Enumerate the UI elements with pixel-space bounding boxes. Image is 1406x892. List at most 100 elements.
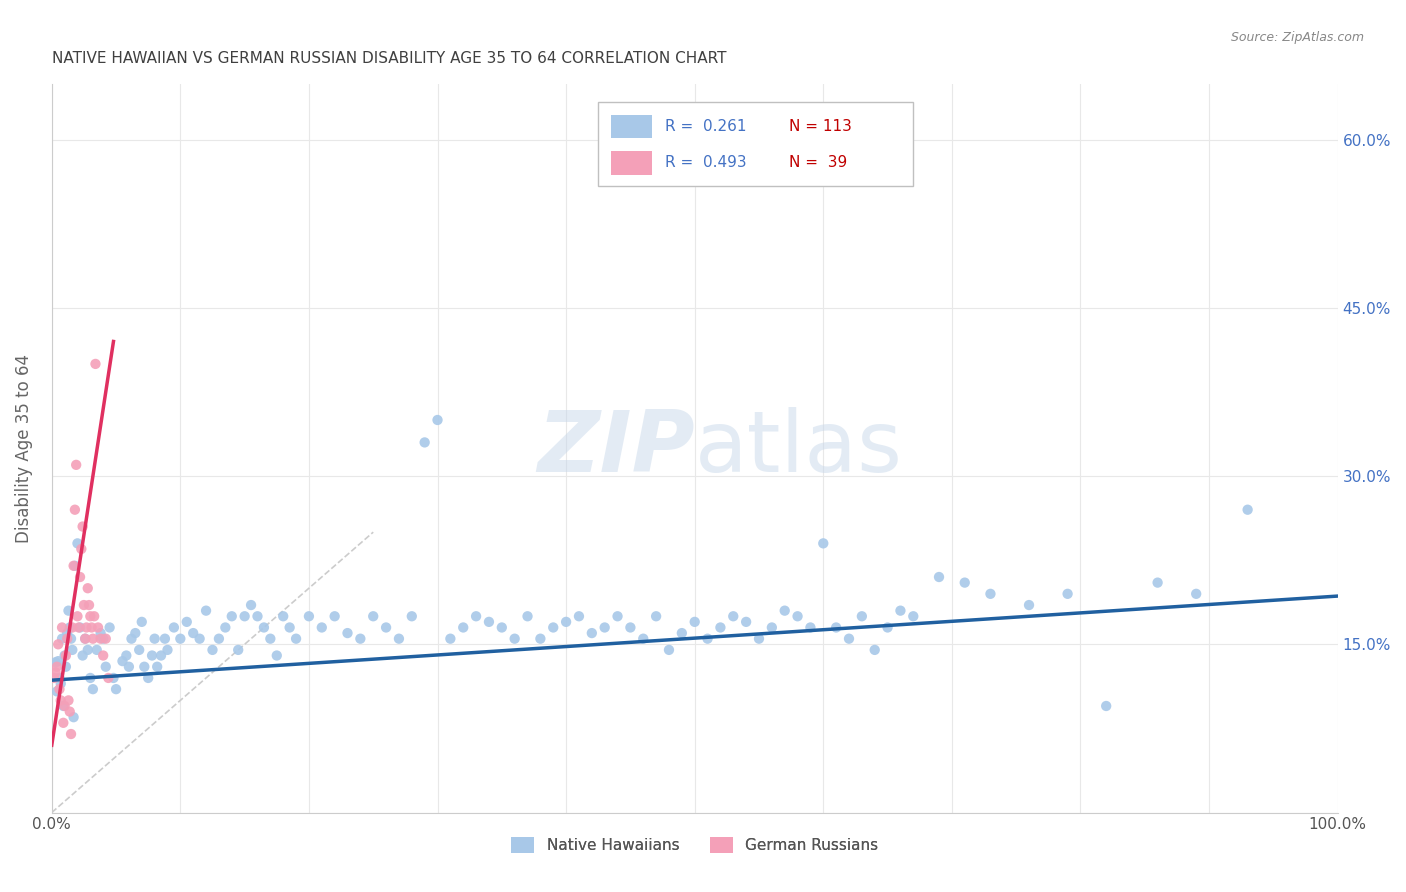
Point xyxy=(45,684,67,698)
Point xyxy=(62,710,84,724)
Text: N = 113: N = 113 xyxy=(789,119,852,134)
Point xyxy=(1056,587,1078,601)
Point xyxy=(45,659,67,673)
Point xyxy=(851,609,873,624)
Point xyxy=(529,632,551,646)
Point xyxy=(79,671,101,685)
Point xyxy=(52,698,75,713)
Point xyxy=(51,632,73,646)
Point xyxy=(45,655,67,669)
Point xyxy=(52,715,75,730)
Point xyxy=(181,626,204,640)
Point xyxy=(979,587,1001,601)
Point xyxy=(361,609,384,624)
Point xyxy=(723,609,745,624)
Point xyxy=(150,648,173,663)
Point xyxy=(141,648,163,663)
Point xyxy=(90,626,112,640)
Point xyxy=(426,413,449,427)
FancyBboxPatch shape xyxy=(598,102,914,186)
Point xyxy=(568,609,591,624)
Point xyxy=(65,458,87,472)
Point xyxy=(1095,698,1118,713)
FancyBboxPatch shape xyxy=(612,152,652,175)
Point xyxy=(83,609,105,624)
Point xyxy=(413,435,436,450)
Point xyxy=(115,648,138,663)
Point xyxy=(683,615,706,629)
Point xyxy=(169,632,191,646)
Point xyxy=(516,609,538,624)
Point xyxy=(66,536,89,550)
Point xyxy=(388,632,411,646)
Point xyxy=(94,659,117,673)
Point xyxy=(903,609,925,624)
Point xyxy=(69,570,91,584)
Point xyxy=(285,632,308,646)
Point xyxy=(105,682,128,697)
Point xyxy=(336,626,359,640)
Point xyxy=(156,643,179,657)
Point xyxy=(581,626,603,640)
Point xyxy=(208,632,231,646)
Point xyxy=(1146,575,1168,590)
Point xyxy=(928,570,950,584)
Point xyxy=(46,637,69,651)
Point xyxy=(323,609,346,624)
Point xyxy=(76,581,98,595)
Point xyxy=(271,609,294,624)
Point xyxy=(201,643,224,657)
Point xyxy=(401,609,423,624)
Point xyxy=(48,671,70,685)
Y-axis label: Disability Age 35 to 64: Disability Age 35 to 64 xyxy=(15,353,32,542)
Point xyxy=(176,615,198,629)
Point xyxy=(77,598,100,612)
Point xyxy=(94,632,117,646)
Point xyxy=(240,598,263,612)
Point xyxy=(75,632,97,646)
Point xyxy=(49,693,72,707)
Point xyxy=(889,604,911,618)
Text: Source: ZipAtlas.com: Source: ZipAtlas.com xyxy=(1230,31,1364,45)
Point xyxy=(76,620,98,634)
Point xyxy=(195,604,218,618)
Point xyxy=(253,620,276,634)
Point xyxy=(1236,502,1258,516)
Point xyxy=(633,632,655,646)
Point xyxy=(45,665,67,680)
Point xyxy=(214,620,236,634)
Point xyxy=(748,632,770,646)
Point xyxy=(1185,587,1208,601)
Point xyxy=(76,643,98,657)
Point xyxy=(645,609,668,624)
Point xyxy=(143,632,166,646)
Point xyxy=(82,682,104,697)
Point xyxy=(1018,598,1040,612)
Point xyxy=(58,693,80,707)
Point xyxy=(91,648,114,663)
Point xyxy=(91,632,114,646)
Point xyxy=(48,682,70,697)
Point xyxy=(246,609,269,624)
Point xyxy=(266,648,288,663)
Text: N =  39: N = 39 xyxy=(789,155,846,170)
Point xyxy=(63,558,86,573)
Point xyxy=(606,609,628,624)
Point xyxy=(73,598,96,612)
Point xyxy=(55,659,77,673)
Point xyxy=(98,620,121,634)
Point xyxy=(72,519,94,533)
Point xyxy=(44,671,66,685)
Point xyxy=(63,502,86,516)
Point xyxy=(62,558,84,573)
Point xyxy=(555,615,578,629)
Point xyxy=(56,632,79,646)
Text: ZIP: ZIP xyxy=(537,407,695,490)
Point xyxy=(75,632,97,646)
Point xyxy=(163,620,186,634)
Point xyxy=(465,609,488,624)
Point xyxy=(87,620,110,634)
Point xyxy=(226,643,249,657)
Point xyxy=(131,615,153,629)
Point xyxy=(56,626,79,640)
